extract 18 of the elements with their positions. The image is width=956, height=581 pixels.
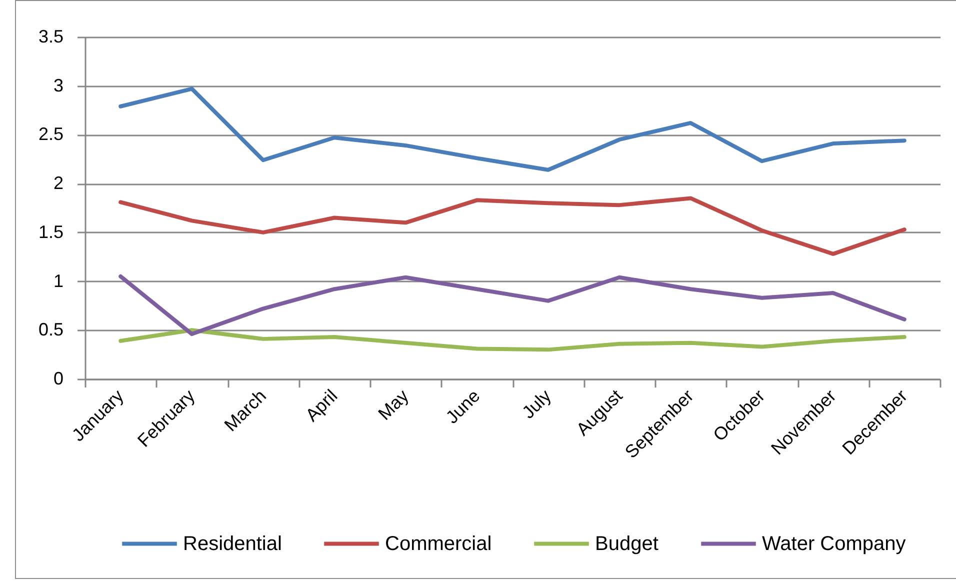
y-tick-label: 3.5 xyxy=(38,26,64,46)
y-tick-label: 0.5 xyxy=(38,320,64,340)
line-series xyxy=(118,86,906,172)
x-tick-label: May xyxy=(374,386,412,424)
legend-label: Budget xyxy=(595,532,659,555)
line-series xyxy=(118,328,906,352)
y-tick-label: 2.5 xyxy=(38,124,64,144)
y-tick-label: 0 xyxy=(53,368,64,388)
x-tick-label: July xyxy=(518,386,555,422)
line-series xyxy=(118,196,906,256)
y-tick-label: 1 xyxy=(53,270,64,291)
legend-label: Residential xyxy=(183,532,282,555)
line-series xyxy=(118,274,906,336)
y-tick-label: 1.5 xyxy=(38,222,64,242)
legend-label: Water Company xyxy=(762,532,906,555)
y-tick-label: 3 xyxy=(53,75,64,96)
legend-label: Commercial xyxy=(385,532,492,555)
y-tick-label: 2 xyxy=(53,173,64,194)
